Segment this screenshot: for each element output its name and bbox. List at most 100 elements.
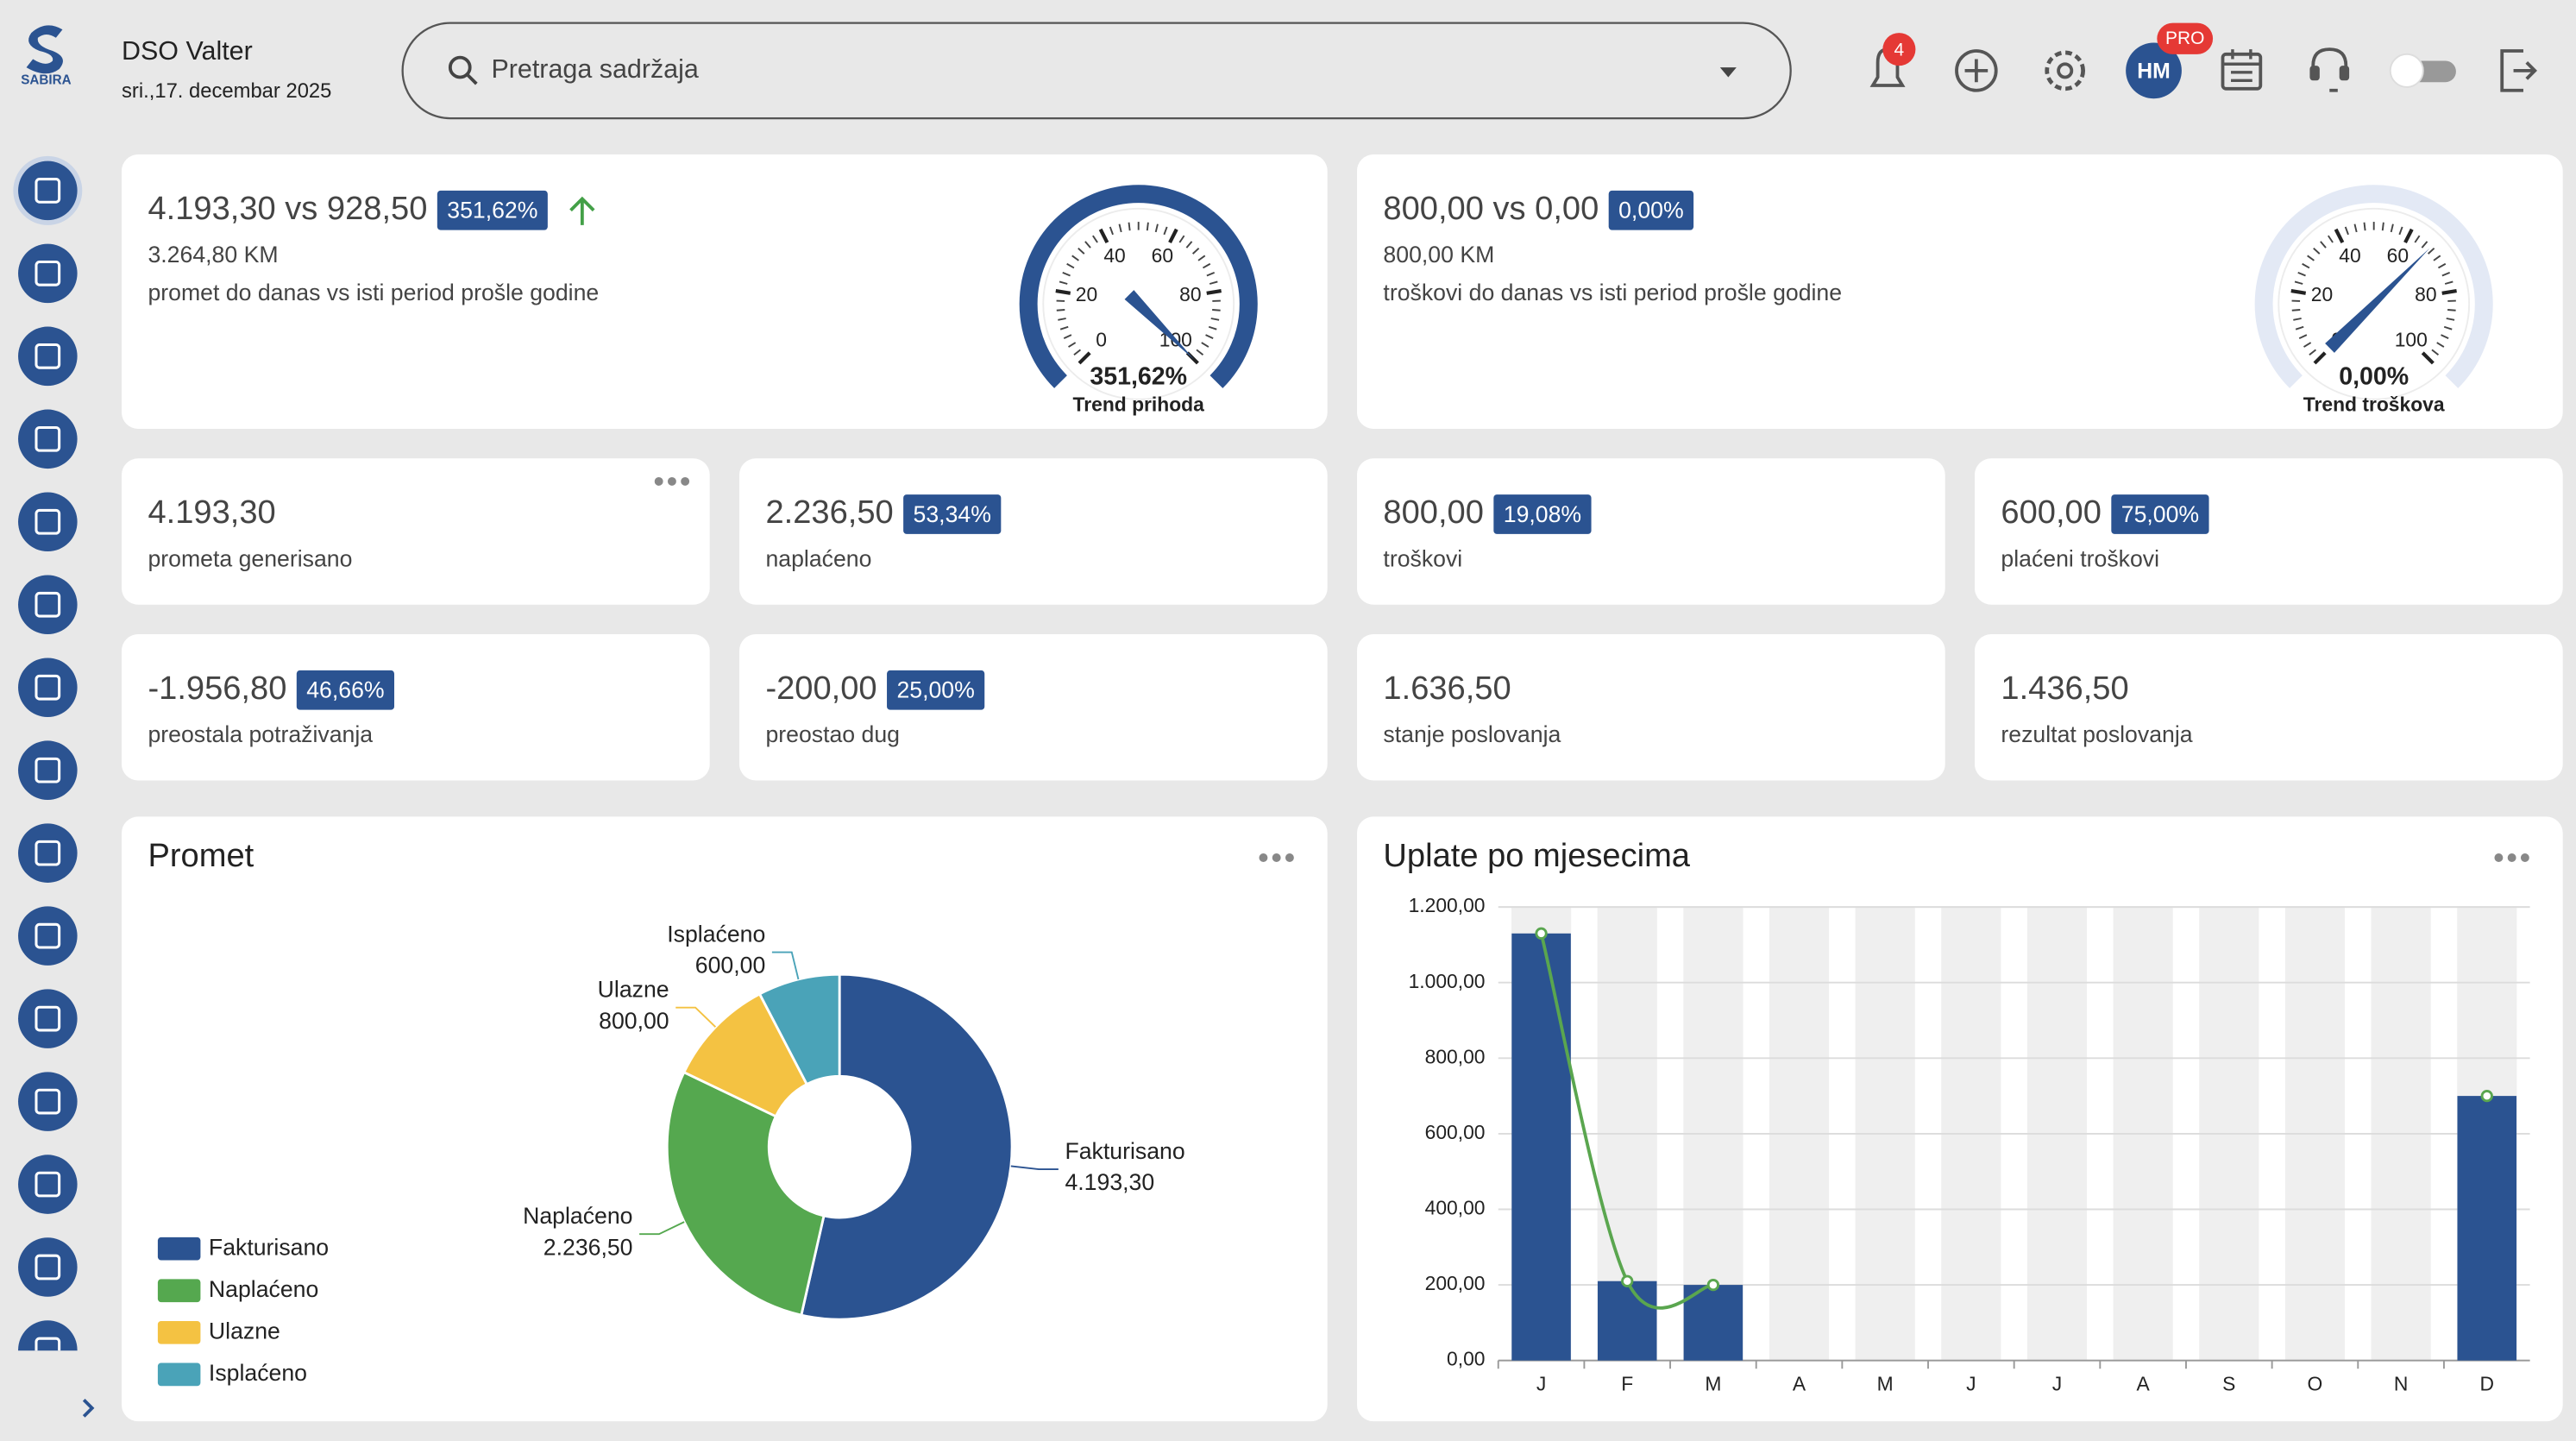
nav-item[interactable] — [18, 1320, 78, 1380]
gauge-minor-tick — [1178, 235, 1185, 243]
nav-item[interactable] — [18, 1072, 78, 1131]
legend-label[interactable]: Fakturisano — [209, 1234, 329, 1260]
slice-value: 2.236,50 — [543, 1234, 633, 1260]
theme-toggle[interactable] — [2389, 53, 2456, 88]
gauge-minor-tick — [1092, 235, 1098, 243]
badge — [437, 190, 548, 230]
gauge-minor-tick — [2446, 318, 2455, 321]
bar — [1511, 933, 1571, 1361]
sidebar-expand[interactable] — [82, 1399, 95, 1418]
nav-item[interactable] — [18, 989, 78, 1048]
nav-item[interactable] — [13, 155, 83, 225]
gauge-tick-label: 100 — [2395, 328, 2428, 350]
gauge-minor-tick — [2309, 349, 2316, 356]
legend-swatch[interactable] — [157, 1279, 201, 1303]
nav-item[interactable] — [18, 492, 78, 552]
y-tick-label: 600,00 — [1425, 1121, 1486, 1143]
nav-item[interactable] — [18, 1237, 78, 1297]
legend-swatch[interactable] — [157, 1236, 201, 1261]
card — [1974, 458, 2563, 605]
logo[interactable]: SABIRA — [21, 25, 72, 87]
search-box[interactable] — [401, 22, 1792, 120]
gauge-minor-tick — [2447, 309, 2456, 311]
nav-item[interactable] — [18, 906, 78, 966]
search[interactable]: Pretraga sadržaja — [401, 22, 1792, 120]
legend-label[interactable]: Ulazne — [209, 1318, 280, 1343]
menu-dot[interactable] — [681, 476, 690, 486]
menu-dot[interactable] — [2520, 853, 2529, 862]
gauge-minor-tick — [1071, 255, 1079, 261]
gauge-tick — [2403, 228, 2414, 243]
card — [1974, 634, 2563, 781]
gauge-tick-label: 0 — [1096, 328, 1107, 350]
settings-button[interactable] — [2045, 50, 2086, 91]
calendar-button[interactable] — [2221, 49, 2263, 91]
card-value: 800,00 — [1383, 494, 1483, 531]
slice-name: Ulazne — [598, 977, 669, 1003]
y-tick-label: 400,00 — [1425, 1197, 1486, 1219]
gauge-tick — [1078, 351, 1091, 365]
menu-dot[interactable] — [1259, 853, 1268, 862]
nav-icon — [35, 922, 61, 949]
card-value: 2.236,50 — [765, 494, 893, 531]
x-tick-label: M — [1705, 1372, 1721, 1394]
badge — [887, 670, 985, 710]
gauge-needle — [2325, 248, 2430, 353]
avatar[interactable]: HM PRO — [2126, 22, 2214, 99]
badge-text: 351,62% — [447, 198, 537, 223]
gauge-minor-tick — [2320, 241, 2327, 249]
nav-icon — [35, 261, 61, 286]
gauge-tick-label: 60 — [1152, 244, 1173, 267]
gauge-tick-label: 20 — [1076, 283, 1097, 305]
gauge-arc — [1019, 185, 1258, 388]
gauge-minor-tick — [1084, 241, 1091, 249]
gauge-minor-tick — [1209, 280, 1218, 285]
nav-item[interactable] — [18, 575, 78, 635]
nav-circle — [18, 906, 78, 966]
nav-item[interactable] — [18, 243, 78, 304]
card-label: preostao dug — [765, 721, 900, 747]
notifications[interactable]: 4 — [1869, 33, 1916, 87]
menu-dot[interactable] — [667, 476, 676, 486]
gear-icon — [2045, 50, 2086, 91]
badge — [903, 494, 1002, 534]
logout-button[interactable] — [2500, 49, 2537, 92]
legend-label[interactable]: Naplaćeno — [209, 1276, 318, 1302]
legend-label[interactable]: Isplaćeno — [209, 1360, 307, 1386]
pro-label: PRO — [2165, 28, 2204, 48]
menu-dot[interactable] — [1272, 853, 1281, 862]
card — [1356, 634, 1945, 781]
legend-swatch[interactable] — [157, 1362, 201, 1387]
add-button[interactable] — [1955, 49, 1998, 92]
headset-icon — [2309, 66, 2320, 81]
nav-circle — [18, 1320, 78, 1351]
nav-item[interactable] — [18, 1155, 78, 1214]
nav-item[interactable] — [18, 740, 78, 800]
slice-name: Isplaćeno — [667, 922, 765, 947]
sidebar — [13, 155, 83, 1380]
gauge-minor-tick — [1205, 334, 1214, 340]
gauge-minor-tick — [2363, 222, 2366, 231]
gauge-minor-tick — [2297, 271, 2306, 277]
menu-dot[interactable] — [2507, 853, 2516, 862]
x-tick-label: A — [2137, 1372, 2151, 1394]
nav-item[interactable] — [18, 823, 78, 883]
legend-swatch[interactable] — [157, 1320, 201, 1344]
x-tick-label: S — [2222, 1372, 2235, 1394]
support-button[interactable] — [2309, 47, 2350, 92]
nav-item[interactable] — [18, 409, 78, 469]
gauge-minor-tick — [2313, 247, 2321, 255]
gauge-minor-tick — [2421, 241, 2428, 249]
nav-circle — [18, 1237, 78, 1297]
nav-item[interactable] — [18, 658, 78, 718]
bar — [1597, 1281, 1657, 1361]
card-value: 4.193,30 — [148, 494, 275, 531]
menu-dot[interactable] — [2494, 853, 2504, 862]
leader-line — [639, 1221, 685, 1236]
menu-dot[interactable] — [654, 476, 663, 486]
gauge-minor-tick — [2293, 318, 2302, 321]
menu-dot[interactable] — [1285, 853, 1294, 862]
gauge-minor-tick — [1128, 222, 1131, 231]
gauge-minor-tick — [1206, 271, 1216, 277]
nav-item[interactable] — [18, 326, 78, 387]
